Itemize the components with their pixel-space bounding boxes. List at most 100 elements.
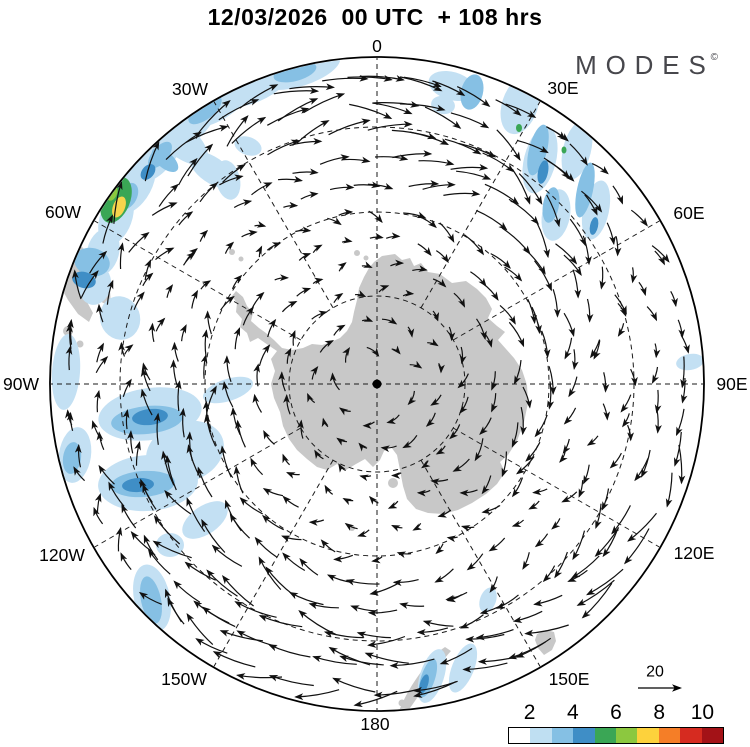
wind-arrow xyxy=(329,372,340,391)
colorbar-cells xyxy=(508,727,724,744)
wind-arrow xyxy=(678,444,686,485)
wind-arrow xyxy=(333,292,344,304)
wind-arrow xyxy=(347,75,393,82)
wind-arrow xyxy=(505,103,537,118)
wind-arrow xyxy=(435,543,445,555)
wind-arrow xyxy=(622,413,631,428)
wind-arrow xyxy=(481,475,492,495)
wind-arrow xyxy=(185,125,229,143)
wind-arrow xyxy=(422,620,454,627)
wind-arrow xyxy=(338,208,354,216)
wind-arrow xyxy=(338,463,346,473)
colorbar-tick: 4 xyxy=(566,701,579,724)
wind-arrow xyxy=(144,259,152,281)
wind-arrow xyxy=(267,139,301,156)
wind-arrow xyxy=(96,342,105,363)
wind-arrow xyxy=(638,281,647,297)
wind-arrow xyxy=(310,365,319,380)
wind-arrow xyxy=(323,630,364,639)
wind-arrow xyxy=(277,98,319,122)
wind-arrow xyxy=(602,403,611,421)
wind-arrow xyxy=(283,394,291,415)
colorbar-cell xyxy=(509,728,531,743)
wind-arrow xyxy=(443,189,481,197)
wind-arrow xyxy=(504,266,523,282)
wind-arrow xyxy=(546,159,575,182)
wind-arrow xyxy=(484,183,520,205)
wind-arrow xyxy=(321,417,329,428)
colorbar-cell xyxy=(701,728,724,743)
wind-arrow xyxy=(582,235,592,266)
modes-logo-text: MODES xyxy=(575,50,715,80)
wind-arrow xyxy=(402,434,418,449)
wind-arrow xyxy=(499,304,516,325)
wind-arrow xyxy=(161,450,175,486)
wind-arrow xyxy=(122,378,132,397)
wind-arrow xyxy=(233,465,244,494)
wind-arrow xyxy=(190,289,198,309)
meridian-line xyxy=(420,459,541,668)
wind-arrow xyxy=(392,150,433,159)
wind-arrow xyxy=(412,265,428,272)
wind-arrow xyxy=(140,388,153,416)
wind-arrow xyxy=(458,142,497,158)
wind-arrow xyxy=(646,306,658,322)
wind-arrow xyxy=(282,495,299,508)
wind-arrow xyxy=(391,472,402,479)
wind-arrow xyxy=(179,324,187,342)
wind-arrow xyxy=(402,289,415,297)
wind-arrow xyxy=(312,244,323,254)
wind-arrow xyxy=(252,393,263,413)
wind-arrow xyxy=(559,451,568,463)
wind-arrow xyxy=(518,173,543,205)
islet xyxy=(354,250,360,256)
wind-arrow xyxy=(591,163,609,175)
wind-arrow xyxy=(206,569,238,597)
wind-arrow xyxy=(427,338,439,347)
wind-arrow xyxy=(226,115,249,147)
wind-arrow xyxy=(459,614,484,629)
wind-arrow xyxy=(218,99,260,121)
wind-arrow xyxy=(609,452,622,469)
wind-arrow xyxy=(680,377,688,404)
wind-arrow xyxy=(319,340,335,353)
wind-arrow xyxy=(676,408,685,437)
wind-arrow xyxy=(262,488,284,497)
wind-arrow xyxy=(65,345,73,371)
wind-arrow xyxy=(158,183,179,207)
wind-arrow xyxy=(589,339,601,359)
wind-arrow xyxy=(523,247,546,275)
wind-arrow xyxy=(341,236,353,244)
wind-arrow xyxy=(73,466,86,482)
wind-arrow xyxy=(570,555,600,579)
colorbar-tick: 8 xyxy=(653,701,666,724)
wind-arrow xyxy=(239,84,279,109)
wind-arrow xyxy=(364,652,409,664)
wind-arrow xyxy=(421,460,431,469)
wind-arrow xyxy=(268,644,311,658)
wind-arrow xyxy=(387,500,399,509)
wind-arrow xyxy=(118,341,126,357)
wind-arrow xyxy=(368,210,383,224)
wind-arrow xyxy=(438,362,445,374)
wind-arrow xyxy=(308,519,325,526)
wind-arrow xyxy=(450,112,490,129)
wind-arrow xyxy=(231,274,243,290)
wind-arrow xyxy=(508,198,539,225)
wind-arrow xyxy=(338,407,351,416)
wind-arrow xyxy=(267,107,310,126)
wind-arrow xyxy=(359,474,372,482)
wind-arrow xyxy=(171,341,179,362)
wind-arrow xyxy=(416,627,449,636)
wind-arrow xyxy=(407,390,417,406)
wind-arrow xyxy=(548,127,569,142)
wind-arrow xyxy=(516,139,549,154)
wind-arrow xyxy=(367,182,394,190)
wind-arrow xyxy=(250,457,264,476)
meridian-line xyxy=(420,100,541,309)
wind-arrow xyxy=(153,412,161,445)
wind-arrow xyxy=(586,298,594,323)
wind-arrow xyxy=(572,530,586,561)
wind-arrow xyxy=(417,215,437,229)
wind-arrow xyxy=(536,222,551,259)
